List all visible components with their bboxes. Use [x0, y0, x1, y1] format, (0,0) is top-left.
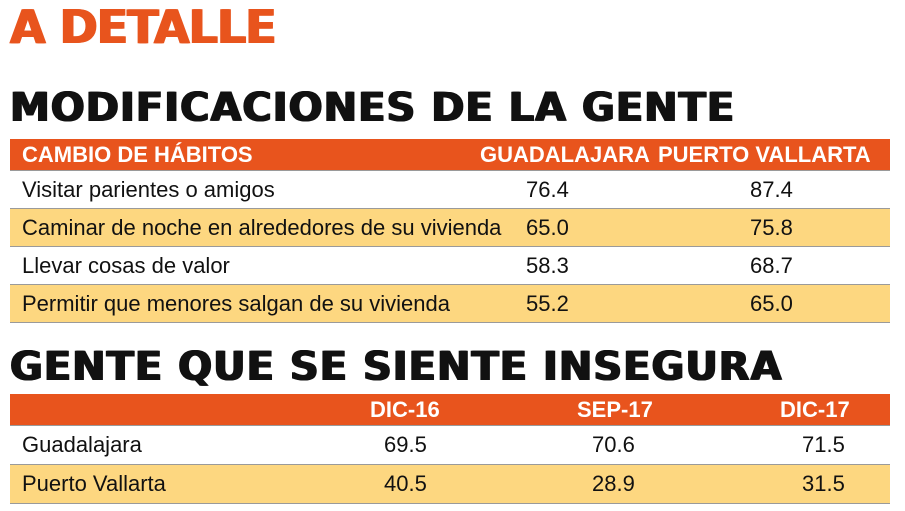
table-cell: 58.3 [526, 253, 569, 278]
table-row: Guadalajara 69.5 70.6 71.5 [10, 425, 890, 465]
column-header: DIC-17 [780, 397, 850, 422]
table2-title: GENTE QUE SE SIENTE INSEGURA [10, 344, 783, 390]
table-row: Visitar parientes o amigos 76.4 87.4 [10, 170, 890, 209]
table-cell: 75.8 [750, 215, 793, 240]
table-header: DIC-16 SEP-17 DIC-17 [10, 394, 890, 425]
table-cell: 31.5 [802, 471, 845, 496]
table-cell: 68.7 [750, 253, 793, 278]
row-label: Llevar cosas de valor [22, 253, 230, 278]
row-label: Visitar parientes o amigos [22, 177, 275, 202]
table-cell: 76.4 [526, 177, 569, 202]
table-row: Llevar cosas de valor 58.3 68.7 [10, 247, 890, 285]
column-header: GUADALAJARA [480, 142, 650, 167]
table-cell: 40.5 [384, 471, 427, 496]
table-row: Permitir que menores salgan de su vivien… [10, 285, 890, 323]
row-label: Puerto Vallarta [22, 471, 166, 496]
column-header: CAMBIO DE HÁBITOS [22, 142, 253, 167]
table-row: Caminar de noche en alrededores de su vi… [10, 209, 890, 247]
row-label: Guadalajara [22, 432, 142, 457]
habits-table: CAMBIO DE HÁBITOS GUADALAJARA PUERTO VAL… [10, 139, 890, 323]
table1-title: MODIFICACIONES DE LA GENTE [10, 85, 736, 131]
table-cell: 71.5 [802, 432, 845, 457]
table-cell: 65.0 [750, 291, 793, 316]
row-label: Permitir que menores salgan de su vivien… [22, 291, 451, 316]
table-row: Puerto Vallarta 40.5 28.9 31.5 [10, 465, 890, 504]
table-cell: 69.5 [384, 432, 427, 457]
kicker-title: A DETALLE [10, 0, 277, 54]
table-cell: 28.9 [592, 471, 635, 496]
table-cell: 55.2 [526, 291, 569, 316]
column-header: PUERTO VALLARTA [658, 142, 871, 167]
row-label: Caminar de noche en alrededores de su vi… [22, 215, 502, 240]
table-cell: 87.4 [750, 177, 793, 202]
table-cell: 70.6 [592, 432, 635, 457]
column-header: SEP-17 [577, 397, 653, 422]
column-header: DIC-16 [370, 397, 440, 422]
insecurity-table: DIC-16 SEP-17 DIC-17 Guadalajara 69.5 70… [10, 394, 890, 504]
table-cell: 65.0 [526, 215, 569, 240]
table-header: CAMBIO DE HÁBITOS GUADALAJARA PUERTO VAL… [10, 139, 890, 170]
